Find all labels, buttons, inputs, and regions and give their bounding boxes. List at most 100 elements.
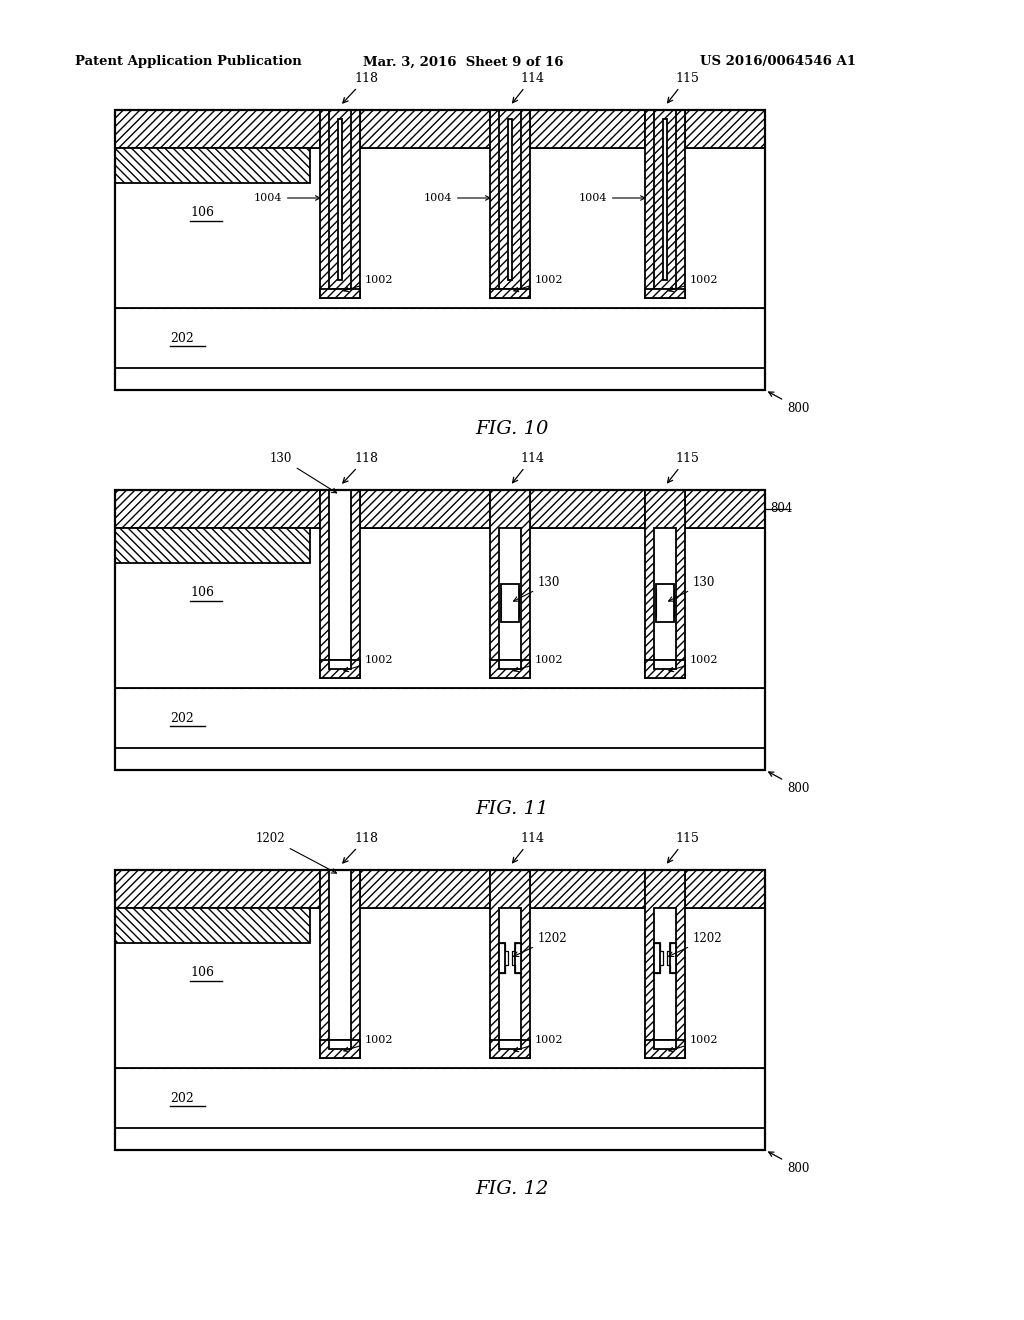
Text: 202: 202: [170, 331, 194, 345]
Bar: [645, 289, 685, 298]
Text: 804: 804: [765, 503, 793, 516]
Text: Patent Application Publication: Patent Application Publication: [75, 55, 302, 69]
Text: 115: 115: [668, 451, 698, 483]
Bar: [115, 688, 765, 748]
Text: 1004: 1004: [424, 193, 489, 203]
Bar: [645, 1040, 685, 1059]
Text: 1002: 1002: [669, 275, 719, 292]
Bar: [530, 110, 645, 148]
Bar: [329, 660, 351, 669]
Bar: [645, 490, 685, 678]
Text: 106: 106: [190, 206, 214, 219]
Bar: [654, 528, 676, 678]
Bar: [654, 660, 676, 669]
Text: 130: 130: [514, 577, 560, 601]
Text: FIG. 11: FIG. 11: [475, 800, 549, 818]
Bar: [645, 870, 685, 1059]
Bar: [115, 870, 765, 1150]
Text: 1002: 1002: [669, 1035, 719, 1052]
Bar: [654, 942, 660, 973]
Bar: [329, 1040, 351, 1049]
Text: 800: 800: [769, 772, 809, 795]
Bar: [663, 119, 667, 280]
Bar: [499, 1040, 521, 1049]
Bar: [499, 660, 521, 669]
Bar: [360, 870, 490, 908]
Bar: [319, 490, 360, 678]
Text: 1202: 1202: [514, 932, 567, 957]
Bar: [329, 110, 351, 289]
Bar: [329, 490, 351, 678]
Text: 800: 800: [769, 392, 809, 414]
Bar: [115, 110, 319, 148]
Bar: [319, 110, 360, 298]
Text: 1004: 1004: [254, 193, 319, 203]
Text: 800: 800: [769, 1152, 809, 1175]
Text: 1002: 1002: [344, 275, 393, 292]
Text: 115: 115: [668, 832, 698, 863]
Bar: [115, 490, 319, 528]
Text: Mar. 3, 2016  Sheet 9 of 16: Mar. 3, 2016 Sheet 9 of 16: [362, 55, 563, 69]
Text: 130: 130: [269, 451, 337, 492]
Bar: [319, 870, 360, 1059]
Text: 1002: 1002: [514, 1035, 563, 1052]
Bar: [499, 528, 521, 678]
Text: 114: 114: [513, 832, 544, 863]
Text: 1002: 1002: [514, 275, 563, 292]
Bar: [654, 1040, 676, 1049]
Bar: [115, 908, 765, 1068]
Bar: [490, 660, 530, 678]
Bar: [656, 583, 674, 622]
Text: 1202: 1202: [255, 832, 337, 873]
Bar: [319, 289, 360, 298]
Bar: [329, 870, 351, 1059]
Text: 1002: 1002: [514, 655, 563, 672]
Text: 1002: 1002: [669, 655, 719, 672]
Text: FIG. 12: FIG. 12: [475, 1180, 549, 1199]
Text: 106: 106: [190, 966, 214, 979]
Bar: [338, 119, 342, 280]
Bar: [530, 870, 645, 908]
Text: 118: 118: [343, 451, 378, 483]
Text: 1004: 1004: [579, 193, 645, 203]
Text: FIG. 10: FIG. 10: [475, 420, 549, 438]
Text: 202: 202: [170, 711, 194, 725]
Bar: [490, 289, 530, 298]
Bar: [490, 490, 530, 678]
Bar: [490, 110, 530, 298]
Bar: [115, 490, 765, 770]
Bar: [115, 148, 310, 183]
Bar: [530, 490, 645, 528]
Text: 114: 114: [513, 451, 544, 483]
Bar: [685, 110, 765, 148]
Text: 115: 115: [668, 71, 698, 103]
Bar: [645, 660, 685, 678]
Text: 1002: 1002: [344, 655, 393, 672]
Bar: [685, 870, 765, 908]
Bar: [645, 110, 685, 298]
Bar: [115, 308, 765, 368]
Text: 118: 118: [343, 832, 378, 863]
Bar: [115, 870, 319, 908]
Text: 114: 114: [513, 71, 544, 103]
Bar: [360, 110, 490, 148]
Bar: [508, 119, 512, 280]
Bar: [115, 110, 765, 389]
Bar: [115, 148, 765, 308]
Bar: [490, 1040, 530, 1059]
Text: US 2016/0064546 A1: US 2016/0064546 A1: [700, 55, 856, 69]
Bar: [499, 942, 505, 973]
Bar: [115, 528, 765, 688]
Bar: [501, 583, 519, 622]
Text: 118: 118: [343, 71, 378, 103]
Bar: [499, 110, 521, 289]
Text: 1202: 1202: [669, 932, 723, 957]
Bar: [360, 490, 490, 528]
Text: 106: 106: [190, 586, 214, 599]
Text: 1002: 1002: [344, 1035, 393, 1052]
Bar: [490, 870, 530, 1059]
Text: 130: 130: [669, 577, 716, 601]
Bar: [685, 490, 765, 528]
Bar: [115, 908, 310, 942]
Text: 202: 202: [170, 1092, 194, 1105]
